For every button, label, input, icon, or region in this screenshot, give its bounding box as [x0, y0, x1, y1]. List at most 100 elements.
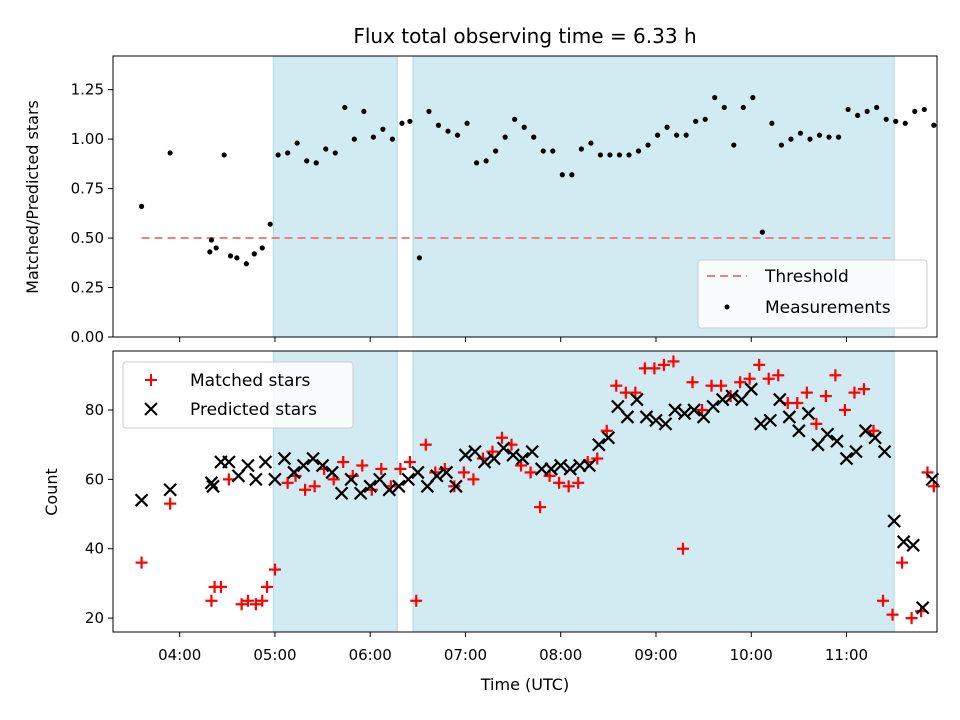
- predicted-star-point: [620, 410, 635, 424]
- predicted-star-d2: [715, 392, 730, 407]
- measurement-point: [893, 118, 899, 124]
- predicted-star-point: [296, 458, 311, 473]
- predicted-star-d2: [782, 410, 797, 424]
- predicted-star-d2: [649, 413, 663, 428]
- matched-star-point: [800, 386, 813, 399]
- predicted-star-d2: [858, 424, 873, 438]
- matched-star-point: [838, 403, 851, 416]
- predicted-star-point: [658, 417, 673, 431]
- predicted-star-d2: [887, 514, 901, 528]
- predicted-star-d2: [315, 458, 330, 473]
- measurement-points: [138, 94, 937, 267]
- matched-star-point: [205, 594, 218, 607]
- matched-star-point: [268, 563, 281, 576]
- predicted-star-point: [801, 406, 816, 421]
- legend-predicted-swatch: [144, 402, 158, 416]
- predicted-star-d2: [222, 455, 236, 469]
- predicted-star-d2: [620, 410, 635, 424]
- predicted-star-d2: [163, 482, 177, 497]
- measurement-point: [512, 116, 518, 122]
- matched-star-point: [495, 431, 508, 444]
- shaded-interval-1: [272, 55, 398, 338]
- matched-star-point: [734, 376, 747, 389]
- bottom-x-tick-label: 06:00: [349, 646, 392, 664]
- measurement-point: [221, 152, 227, 158]
- measurement-point: [569, 172, 575, 178]
- predicted-star-point: [649, 413, 663, 428]
- predicted-star-d2: [430, 469, 444, 483]
- predicted-star-d2: [287, 465, 301, 480]
- matched-star-point: [829, 369, 842, 382]
- top-y-tick-label: 0.50: [71, 229, 104, 247]
- measurement-point: [845, 106, 851, 113]
- predicted-star-point: [677, 406, 692, 421]
- measurement-point: [389, 136, 396, 142]
- shaded-interval-2: [412, 350, 895, 633]
- predicted-star-d2: [896, 535, 911, 549]
- predicted-star-point: [544, 462, 558, 476]
- predicted-star-point: [582, 458, 597, 473]
- predicted-star-point: [706, 399, 720, 414]
- measurement-point: [267, 221, 273, 227]
- bottom-y-tick-label: 40: [85, 540, 104, 558]
- matched-star-point: [819, 390, 832, 403]
- measurement-point: [797, 130, 804, 136]
- measurement-point: [313, 160, 319, 166]
- predicted-star-d2: [306, 451, 320, 466]
- predicted-star-point: [496, 441, 511, 455]
- measurement-point: [259, 245, 265, 251]
- bottom-x-tick-label: 07:00: [444, 646, 487, 664]
- predicted-star-d2: [411, 465, 425, 480]
- matched-star-point: [610, 379, 623, 392]
- bottom-y-tick-label: 20: [85, 609, 104, 627]
- bottom-shaded-intervals: [272, 350, 895, 633]
- matched-star-point: [534, 501, 547, 514]
- matched-star-point: [356, 459, 369, 472]
- matched-star-point: [791, 397, 804, 410]
- predicted-star-d2: [372, 472, 387, 487]
- measurement-point: [626, 152, 632, 158]
- measurement-point: [407, 118, 413, 124]
- predicted-star-d2: [582, 458, 597, 473]
- predicted-star-d2: [906, 538, 920, 553]
- measurement-point: [559, 172, 565, 178]
- measurement-point: [464, 120, 470, 126]
- measurement-point: [208, 237, 215, 243]
- predicted-star-point: [715, 392, 730, 407]
- predicted-star-d2: [563, 462, 578, 476]
- measurement-point: [693, 118, 699, 124]
- measurement-point: [645, 142, 651, 148]
- measurement-point: [588, 140, 594, 146]
- matched-star-point: [896, 556, 909, 569]
- matched-star-point: [562, 480, 575, 493]
- predicted-star-d2: [206, 479, 220, 494]
- predicted-star-point: [204, 476, 219, 490]
- predicted-star-d2: [820, 427, 835, 442]
- legend-matched-label: Matched stars: [190, 371, 310, 391]
- top-y-tick-label: 1.25: [71, 81, 104, 99]
- legend-threshold-label: Threshold: [764, 267, 849, 287]
- predicted-star-point: [430, 469, 444, 483]
- predicted-star-point: [401, 472, 416, 487]
- measurement-point: [435, 122, 442, 128]
- matched-star-point: [235, 598, 248, 611]
- measurement-point: [550, 148, 556, 154]
- predicted-star-d2: [677, 406, 692, 421]
- predicted-star-point: [830, 434, 844, 448]
- bottom-y-ticks: 20 40 60 80: [85, 401, 113, 627]
- measurement-point: [416, 255, 423, 261]
- measurement-point: [234, 255, 240, 261]
- matched-star-point: [281, 476, 294, 489]
- measurement-point: [380, 126, 386, 132]
- predicted-star-point: [477, 455, 492, 469]
- matched-star-point: [753, 358, 766, 371]
- measurement-point: [483, 158, 489, 164]
- matched-star-point: [164, 497, 177, 510]
- predicted-star-d2: [839, 451, 854, 466]
- matched-star-point: [676, 542, 689, 555]
- bottom-axes-frame: [112, 350, 938, 633]
- measurement-point: [721, 104, 727, 111]
- predicted-star-point: [896, 535, 911, 549]
- top-legend-box: [697, 259, 928, 329]
- matched-star-point: [394, 462, 407, 475]
